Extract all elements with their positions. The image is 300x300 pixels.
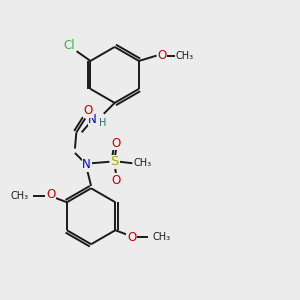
Text: H: H <box>99 118 106 128</box>
Text: O: O <box>127 231 136 244</box>
Text: CH₃: CH₃ <box>11 191 28 201</box>
Text: N: N <box>82 158 91 171</box>
Text: CH₃: CH₃ <box>152 232 170 242</box>
Text: O: O <box>46 188 55 201</box>
Text: O: O <box>112 174 121 187</box>
Text: N: N <box>88 112 97 126</box>
Text: CH₃: CH₃ <box>176 51 194 61</box>
Text: S: S <box>110 155 119 168</box>
Text: O: O <box>112 137 121 150</box>
Text: Cl: Cl <box>63 39 75 52</box>
Text: O: O <box>83 104 93 117</box>
Text: CH₃: CH₃ <box>134 158 152 168</box>
Text: O: O <box>157 49 167 62</box>
